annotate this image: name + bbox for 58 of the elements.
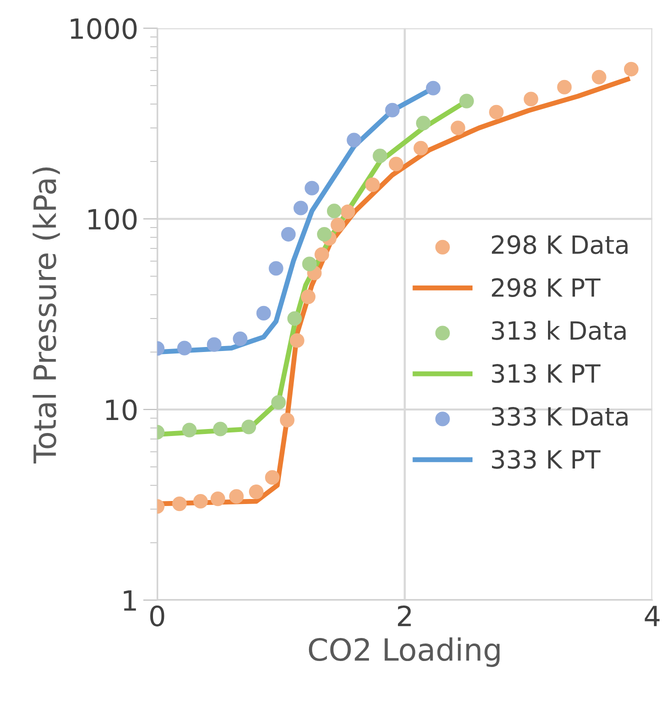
legend-label: 298 K Data [492,235,628,254]
point [256,306,271,320]
point [330,218,346,232]
point [365,177,380,192]
point [388,156,404,172]
point [281,227,296,242]
point [317,227,332,242]
x-axis-title: CO2 Loading [308,637,500,667]
legend-label: 333 K PT [492,450,601,469]
point [385,102,400,118]
point [182,422,197,438]
legend-label: 313 k Data [492,320,626,340]
point [232,331,248,346]
point [265,470,280,485]
legend-label: 313 K PT [492,364,601,383]
x-tick-label: 4 [644,606,660,626]
point [290,333,304,348]
y-axis-title: Total Pressure (kPa) [32,168,60,464]
point [346,132,362,148]
point [340,204,356,220]
point [206,337,222,352]
point [426,80,440,96]
y-tick-label: 1 [124,590,136,611]
point [177,340,192,356]
point [314,247,330,262]
point [210,492,226,506]
y-tick-label: 1000 [70,18,137,40]
point [304,180,320,196]
point [489,104,504,120]
point [280,412,294,428]
point [326,204,342,218]
point [557,80,572,94]
legend-label: 333 K Data [492,406,628,426]
point [172,496,187,512]
point [300,290,316,304]
point [229,489,244,504]
point [414,140,428,156]
point [450,120,466,136]
x-tick-label: 2 [398,605,411,626]
legend-label: 298 K PT [492,278,601,298]
y-tick-label: 10 [106,399,137,420]
y-tick-label: 100 [88,208,137,230]
point [268,261,284,276]
point [242,420,256,434]
point [302,256,317,272]
point [213,422,228,436]
point [459,94,474,108]
point [372,148,388,164]
x-tick-label: 0 [150,605,164,626]
point [592,70,606,84]
point [248,484,264,500]
point [193,494,208,509]
point [271,395,286,410]
point [524,92,538,106]
point [294,200,308,216]
point [416,116,431,130]
point [287,311,302,326]
point [624,62,639,76]
